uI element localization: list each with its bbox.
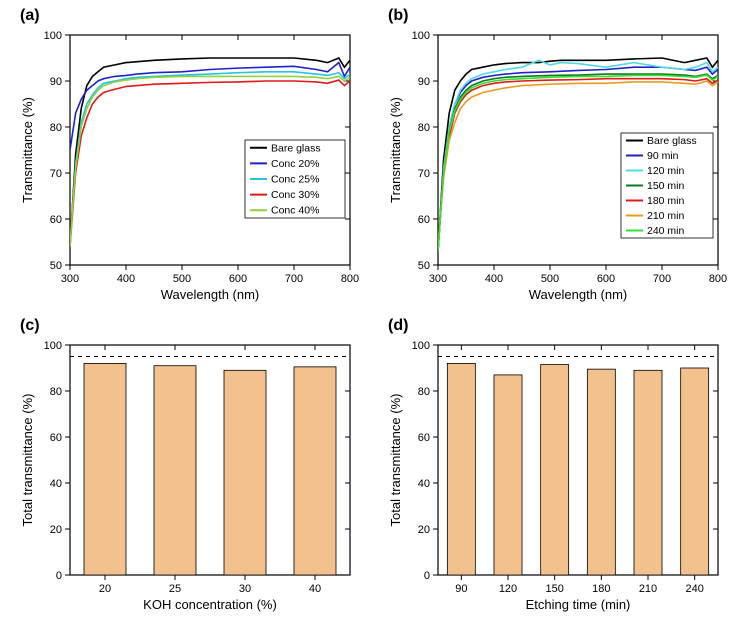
x-axis-label: Wavelength (nm) — [529, 287, 628, 302]
y-tick-label: 60 — [418, 214, 430, 226]
y-tick-label: 40 — [418, 478, 430, 490]
x-tick-label: 700 — [285, 273, 303, 285]
y-tick-label: 80 — [418, 386, 430, 398]
legend-label: 150 min — [647, 180, 685, 192]
y-tick-label: 50 — [50, 260, 62, 272]
panel-label: (a) — [20, 7, 40, 24]
y-axis-label: Total transmittance (%) — [388, 394, 403, 527]
x-axis-label: KOH concentration (%) — [143, 597, 277, 612]
bar — [494, 375, 522, 575]
legend-label: Conc 30% — [271, 189, 319, 201]
line-chart: 300 400 500 600 700 800 50 60 70 80 90 100 Wavelengt… — [388, 30, 727, 302]
x-tick-label: 800 — [341, 273, 359, 285]
panel-label: (c) — [20, 317, 40, 334]
y-axis-label: Transmittance (%) — [20, 97, 35, 203]
bar-chart: 0 20 40 60 80 100 90 120 150 180 210 240 Etching tim… — [388, 340, 718, 612]
x-tick-label: 150 — [545, 583, 563, 595]
y-tick-label: 80 — [50, 122, 62, 134]
y-tick-label: 60 — [50, 214, 62, 226]
bar — [587, 369, 615, 575]
panel-label: (d) — [388, 317, 408, 334]
figure-root: (a)3004005006007008005060708090100Wavele… — [0, 0, 738, 628]
y-tick-label: 80 — [50, 386, 62, 398]
y-tick-label: 20 — [418, 524, 430, 536]
bar — [681, 368, 709, 575]
y-tick-label: 100 — [44, 30, 62, 42]
x-axis-label: Wavelength (nm) — [161, 287, 260, 302]
y-tick-label: 100 — [412, 340, 430, 352]
x-tick-label: 20 — [99, 583, 111, 595]
line-chart: 300 400 500 600 700 800 50 60 70 80 90 100 Wavelengt… — [20, 30, 359, 302]
x-tick-label: 30 — [239, 583, 251, 595]
bar — [634, 370, 662, 575]
legend-label: Bare glass — [271, 142, 321, 154]
legend-label: 180 min — [647, 195, 685, 207]
y-tick-label: 70 — [50, 168, 62, 180]
y-tick-label: 70 — [418, 168, 430, 180]
x-tick-label: 400 — [117, 273, 135, 285]
figure-svg: (a)3004005006007008005060708090100Wavele… — [0, 0, 738, 628]
legend-label: 240 min — [647, 225, 685, 237]
y-tick-label: 0 — [424, 570, 430, 582]
legend-label: 210 min — [647, 210, 685, 222]
x-tick-label: 600 — [597, 273, 615, 285]
x-tick-label: 210 — [639, 583, 657, 595]
panel-label: (b) — [388, 7, 408, 24]
bar — [447, 363, 475, 575]
x-tick-label: 90 — [455, 583, 467, 595]
x-tick-label: 700 — [653, 273, 671, 285]
x-axis-label: Etching time (min) — [526, 597, 631, 612]
legend-label: Conc 25% — [271, 174, 319, 186]
legend-label: Conc 40% — [271, 205, 319, 217]
x-tick-label: 800 — [709, 273, 727, 285]
x-tick-label: 40 — [309, 583, 321, 595]
y-tick-label: 90 — [50, 76, 62, 88]
y-tick-label: 50 — [418, 260, 430, 272]
x-tick-label: 500 — [541, 273, 559, 285]
y-tick-label: 60 — [418, 432, 430, 444]
y-axis-label: Total transmittance (%) — [20, 394, 35, 527]
bar — [224, 370, 266, 575]
y-tick-label: 100 — [44, 340, 62, 352]
legend-label: Bare glass — [647, 135, 697, 147]
y-tick-label: 90 — [418, 76, 430, 88]
x-tick-label: 300 — [61, 273, 79, 285]
y-tick-label: 80 — [418, 122, 430, 134]
x-tick-label: 500 — [173, 273, 191, 285]
y-axis-label: Transmittance (%) — [388, 97, 403, 203]
bar — [154, 366, 196, 575]
y-tick-label: 60 — [50, 432, 62, 444]
x-tick-label: 120 — [499, 583, 517, 595]
x-tick-label: 300 — [429, 273, 447, 285]
y-tick-label: 0 — [56, 570, 62, 582]
plot-frame — [438, 345, 718, 575]
bar — [541, 365, 569, 575]
x-tick-label: 400 — [485, 273, 503, 285]
legend-label: Conc 20% — [271, 158, 319, 170]
bar-chart: 0 20 40 60 80 100 20 25 30 40 KOH concentration (%… — [20, 340, 350, 612]
legend-label: 120 min — [647, 165, 685, 177]
y-tick-label: 40 — [50, 478, 62, 490]
x-tick-label: 600 — [229, 273, 247, 285]
y-tick-label: 100 — [412, 30, 430, 42]
bar — [84, 363, 126, 575]
x-tick-label: 240 — [685, 583, 703, 595]
bar — [294, 367, 336, 575]
x-tick-label: 180 — [592, 583, 610, 595]
y-tick-label: 20 — [50, 524, 62, 536]
legend-label: 90 min — [647, 150, 679, 162]
x-tick-label: 25 — [169, 583, 181, 595]
